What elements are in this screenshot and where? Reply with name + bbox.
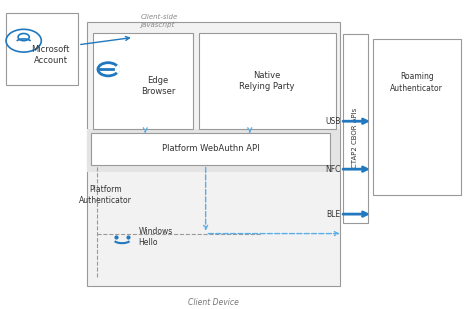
FancyBboxPatch shape xyxy=(198,33,336,129)
Text: BLE: BLE xyxy=(326,210,340,218)
Text: Platform
Authenticator: Platform Authenticator xyxy=(79,184,132,205)
Text: Native
Relying Party: Native Relying Party xyxy=(240,71,295,91)
Text: Windows
Hello: Windows Hello xyxy=(138,226,173,247)
FancyBboxPatch shape xyxy=(6,13,78,85)
Text: CTAP2 CBOR APIs: CTAP2 CBOR APIs xyxy=(353,108,358,168)
Text: Edge
Browser: Edge Browser xyxy=(141,75,176,95)
FancyBboxPatch shape xyxy=(91,133,330,165)
FancyBboxPatch shape xyxy=(373,39,461,195)
Text: Roaming
Authenticator: Roaming Authenticator xyxy=(390,72,443,93)
FancyBboxPatch shape xyxy=(343,34,368,223)
Text: Platform WebAuthn API: Platform WebAuthn API xyxy=(162,144,259,154)
Text: USB: USB xyxy=(325,117,340,126)
FancyBboxPatch shape xyxy=(87,129,340,172)
FancyBboxPatch shape xyxy=(93,33,193,129)
FancyBboxPatch shape xyxy=(87,22,340,286)
Text: Microsoft
Account: Microsoft Account xyxy=(31,45,70,65)
Text: NFC: NFC xyxy=(325,165,340,174)
Text: Client-side
Javascript: Client-side Javascript xyxy=(141,14,178,28)
Text: Client Device: Client Device xyxy=(188,298,239,307)
